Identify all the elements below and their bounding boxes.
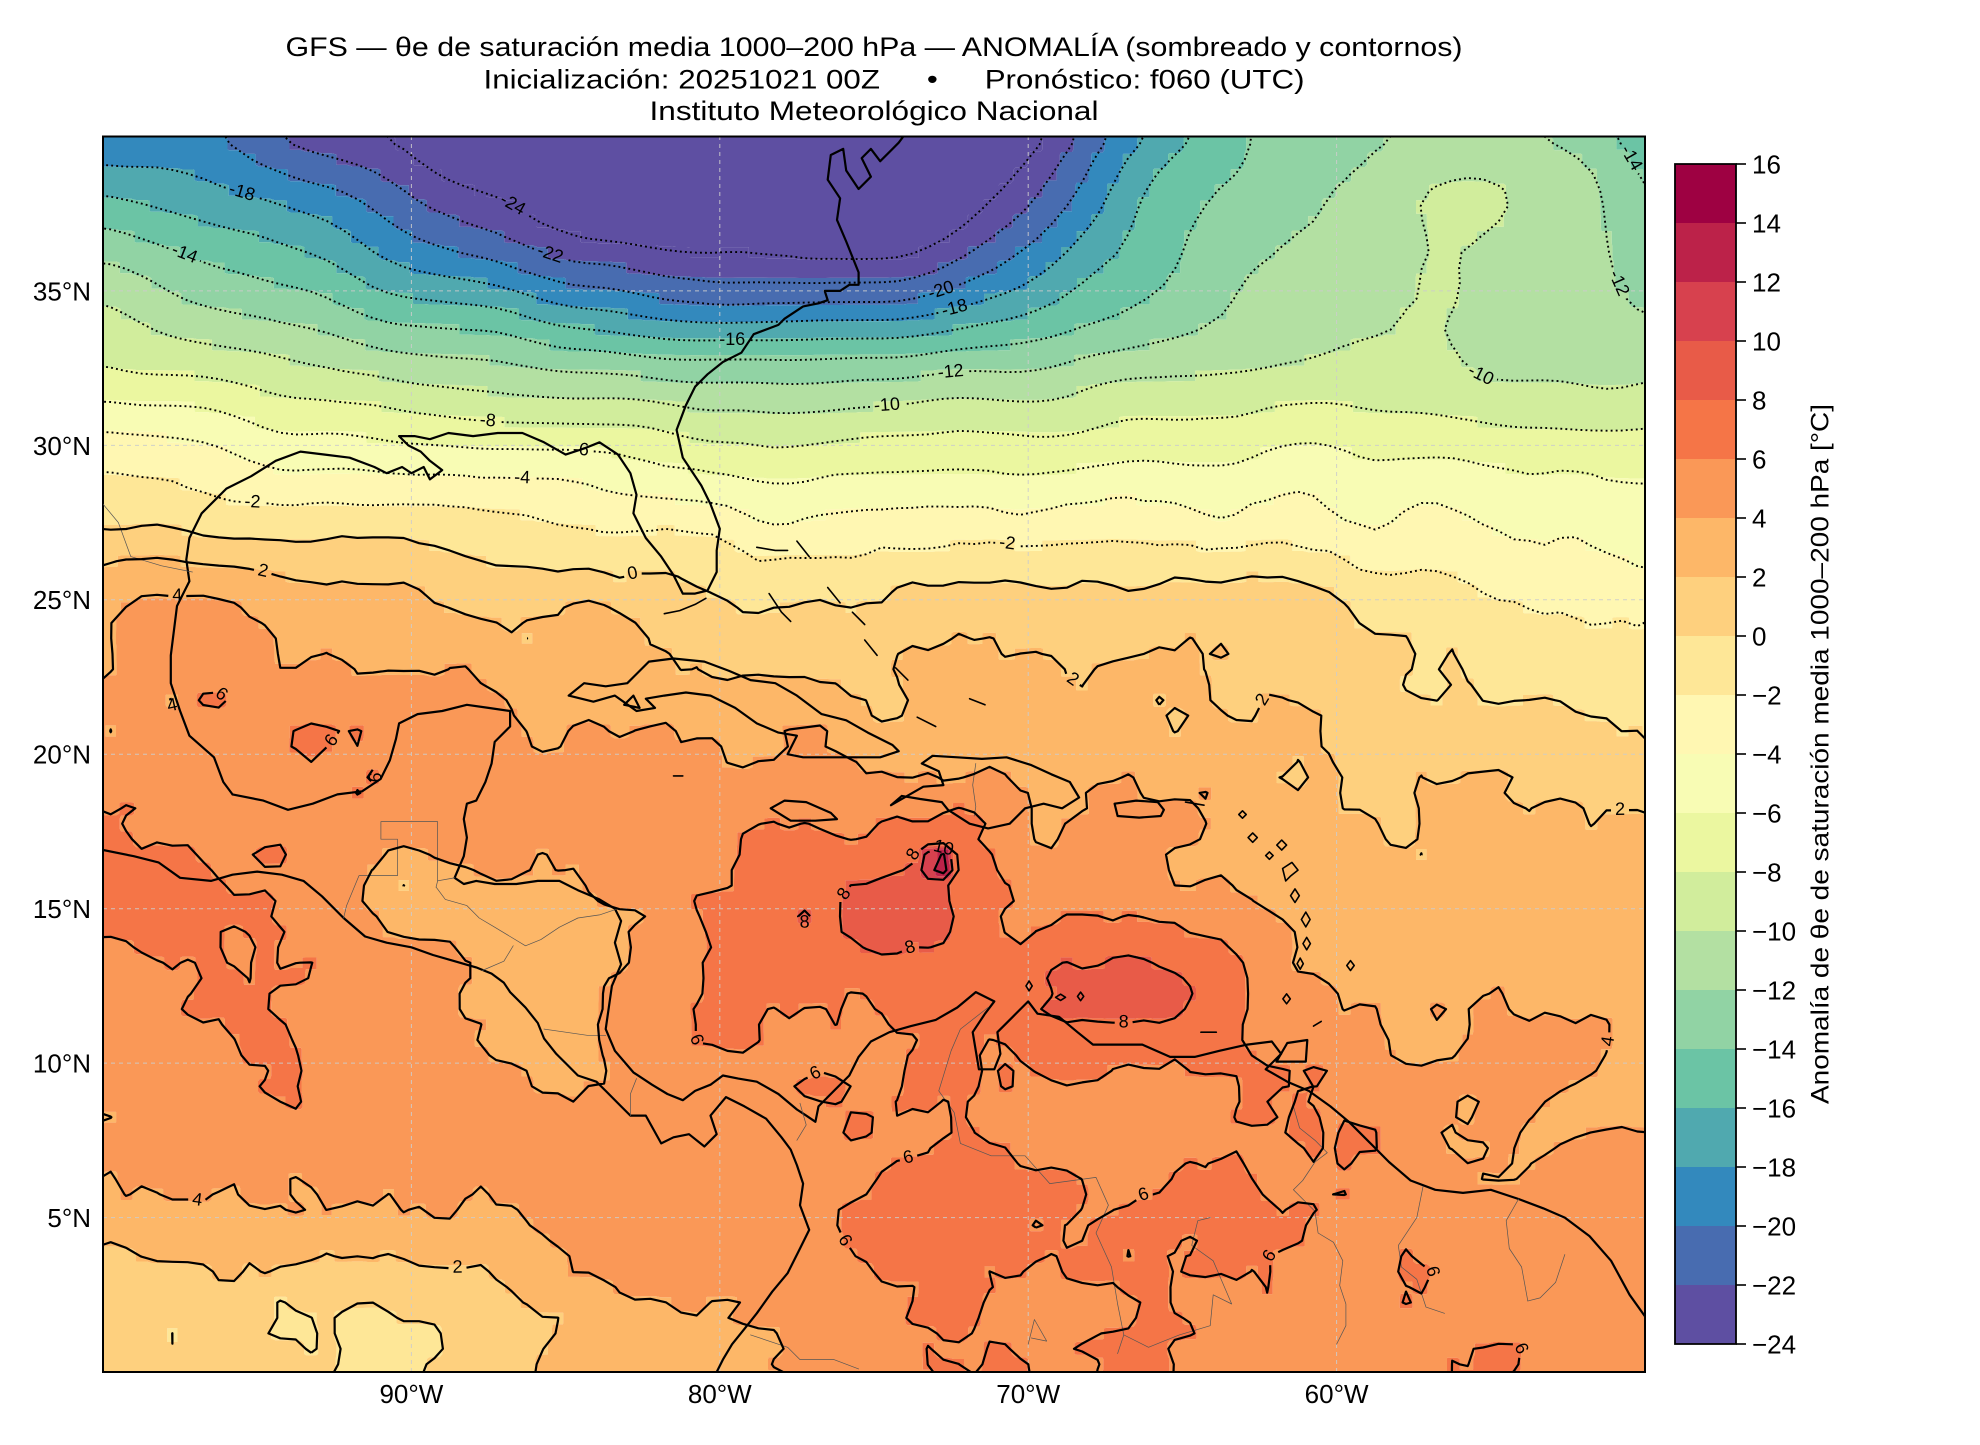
svg-text:8: 8 [799, 911, 810, 931]
svg-text:−18: −18 [1752, 1152, 1796, 1182]
svg-text:15°N: 15°N [33, 894, 91, 924]
svg-text:14: 14 [1752, 208, 1781, 238]
svg-text:6: 6 [901, 1146, 916, 1168]
svg-text:6: 6 [365, 772, 386, 783]
svg-text:4: 4 [1597, 1035, 1618, 1048]
svg-text:−6: −6 [1752, 798, 1782, 828]
svg-text:12: 12 [1752, 267, 1781, 297]
svg-text:−20: −20 [1752, 1211, 1796, 1241]
svg-text:Inicialización: 20251021 00Z: Inicialización: 20251021 00Z • Pronóstic… [484, 63, 1305, 94]
svg-text:2: 2 [256, 559, 270, 581]
svg-text:4: 4 [172, 585, 182, 605]
svg-text:GFS — θe de saturación media 1: GFS — θe de saturación media 1000–200 hP… [286, 31, 1463, 62]
svg-text:4: 4 [165, 694, 179, 716]
svg-text:2: 2 [452, 1257, 462, 1277]
svg-text:8: 8 [1119, 1011, 1129, 1031]
svg-text:−12: −12 [1752, 975, 1796, 1005]
svg-text:90°W: 90°W [379, 1379, 443, 1409]
svg-text:80°W: 80°W [688, 1379, 752, 1409]
svg-text:-2: -2 [998, 532, 1017, 554]
svg-text:-6: -6 [572, 438, 589, 459]
svg-text:0: 0 [1752, 621, 1766, 651]
svg-text:Instituto Meteorológico Nacion: Instituto Meteorológico Nacional [650, 95, 1099, 126]
svg-text:-12: -12 [937, 360, 965, 382]
svg-text:35°N: 35°N [33, 276, 91, 306]
svg-text:5°N: 5°N [47, 1203, 91, 1233]
svg-text:Anomalía de θe de saturación m: Anomalía de θe de saturación media 1000–… [1807, 404, 1835, 1104]
svg-text:-16: -16 [719, 329, 745, 349]
svg-text:20°N: 20°N [33, 740, 91, 770]
svg-text:10°N: 10°N [33, 1049, 91, 1079]
svg-text:8: 8 [1752, 385, 1766, 415]
svg-text:−16: −16 [1752, 1093, 1796, 1123]
svg-text:0: 0 [625, 562, 639, 584]
svg-text:6: 6 [1422, 1264, 1444, 1279]
svg-text:−4: −4 [1752, 739, 1782, 769]
svg-text:-4: -4 [514, 467, 531, 488]
svg-text:25°N: 25°N [33, 585, 91, 615]
svg-text:-8: -8 [479, 409, 497, 430]
svg-text:70°W: 70°W [996, 1379, 1060, 1409]
svg-text:−22: −22 [1752, 1270, 1796, 1300]
svg-text:−10: −10 [1752, 916, 1796, 946]
svg-text:−2: −2 [1752, 680, 1782, 710]
svg-text:-2: -2 [244, 491, 261, 512]
svg-text:30°N: 30°N [33, 431, 91, 461]
svg-text:60°W: 60°W [1305, 1379, 1369, 1409]
svg-text:−14: −14 [1752, 1034, 1796, 1064]
svg-text:-10: -10 [873, 394, 900, 416]
svg-text:16: 16 [1752, 149, 1781, 179]
svg-text:−24: −24 [1752, 1329, 1796, 1359]
svg-text:4: 4 [191, 1189, 204, 1210]
svg-text:4: 4 [1752, 503, 1766, 533]
svg-text:6: 6 [1752, 444, 1766, 474]
svg-text:2: 2 [1752, 562, 1766, 592]
svg-text:10: 10 [932, 835, 956, 859]
svg-text:10: 10 [1752, 326, 1781, 356]
svg-text:2: 2 [1615, 799, 1625, 819]
svg-text:−8: −8 [1752, 857, 1782, 887]
